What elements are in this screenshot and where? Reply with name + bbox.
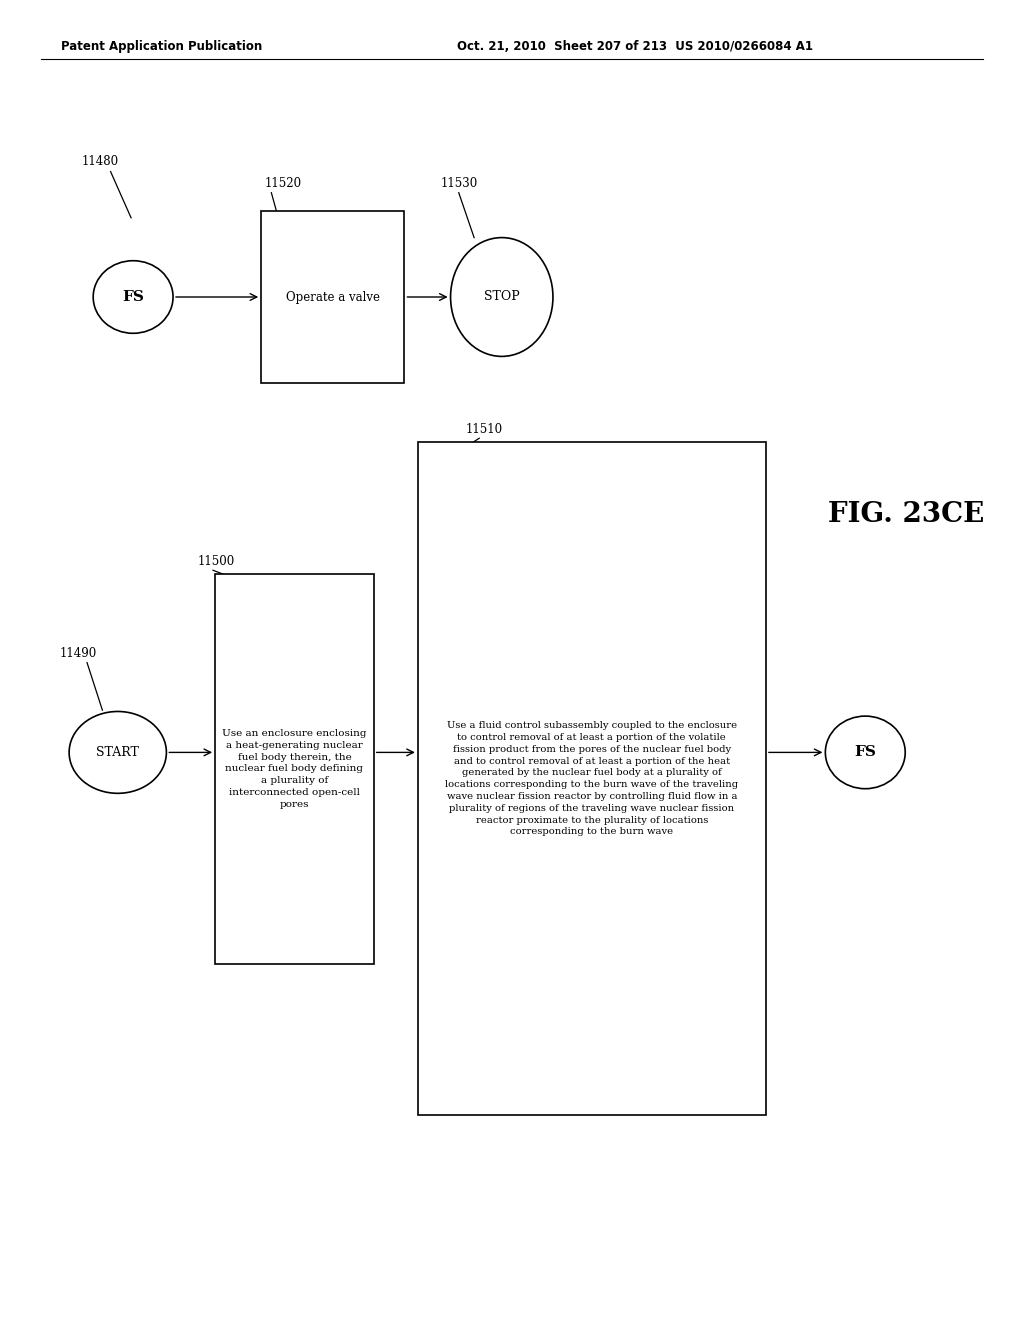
Text: 11480: 11480 [82, 154, 119, 168]
Ellipse shape [70, 711, 166, 793]
Text: 11500: 11500 [198, 554, 234, 568]
Text: FIG. 23CE: FIG. 23CE [828, 502, 984, 528]
Text: 11520: 11520 [264, 177, 301, 190]
Text: Operate a valve: Operate a valve [286, 290, 380, 304]
FancyBboxPatch shape [261, 211, 404, 383]
Ellipse shape [825, 715, 905, 788]
Text: FS: FS [854, 746, 877, 759]
Text: STOP: STOP [484, 290, 519, 304]
Text: Use a fluid control subassembly coupled to the enclosure
to control removal of a: Use a fluid control subassembly coupled … [445, 721, 738, 837]
FancyBboxPatch shape [215, 574, 374, 964]
Ellipse shape [93, 261, 173, 333]
Text: 11530: 11530 [440, 177, 477, 190]
Ellipse shape [451, 238, 553, 356]
Text: Oct. 21, 2010  Sheet 207 of 213  US 2010/0266084 A1: Oct. 21, 2010 Sheet 207 of 213 US 2010/0… [457, 40, 813, 53]
Text: START: START [96, 746, 139, 759]
Text: Use an enclosure enclosing
a heat-generating nuclear
fuel body therein, the
nucl: Use an enclosure enclosing a heat-genera… [222, 729, 367, 809]
Text: 11510: 11510 [466, 422, 503, 436]
Text: Patent Application Publication: Patent Application Publication [61, 40, 263, 53]
FancyBboxPatch shape [418, 442, 766, 1115]
Text: 11490: 11490 [59, 647, 96, 660]
Text: FS: FS [122, 290, 144, 304]
